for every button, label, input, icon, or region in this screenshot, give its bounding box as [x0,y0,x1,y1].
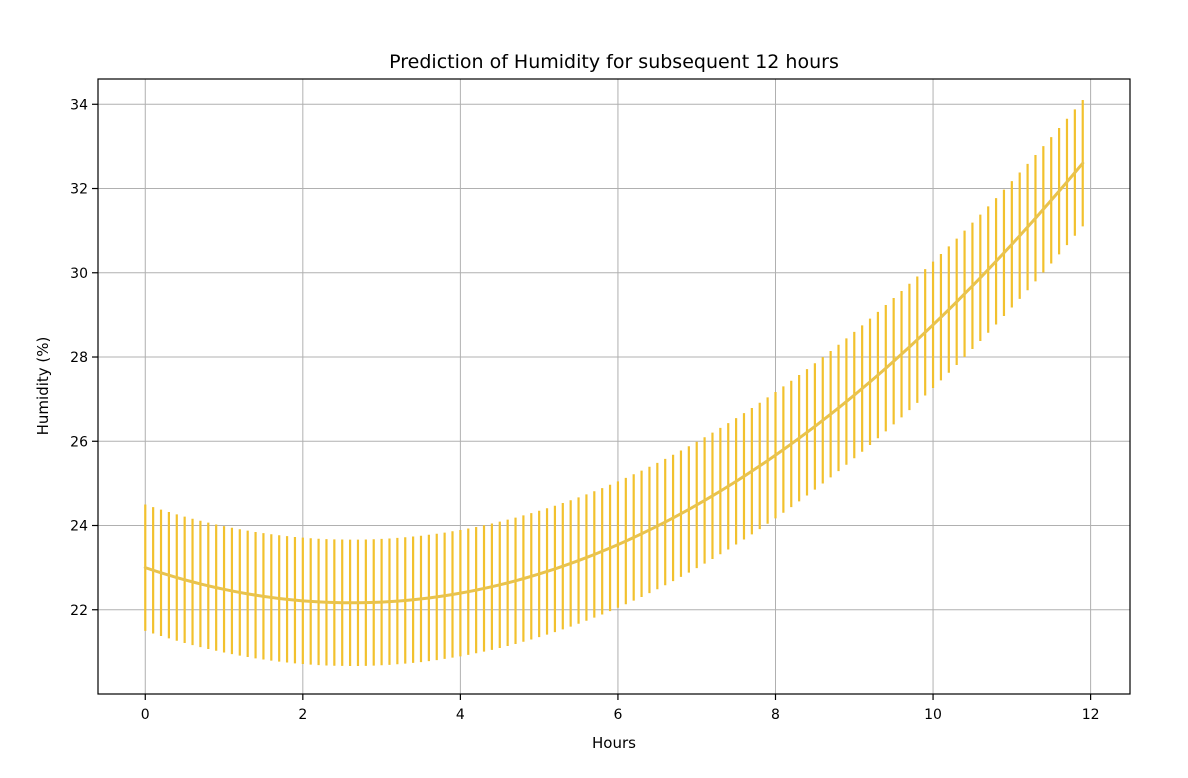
chart-title: Prediction of Humidity for subsequent 12… [389,51,839,73]
y-axis-ticks: 22 24 26 28 30 32 34 [70,97,98,619]
x-tick-label: 12 [1082,707,1100,723]
y-tick-label: 30 [70,266,88,282]
grid [98,79,1130,694]
x-tick-label: 2 [298,707,307,723]
y-tick-label: 24 [70,519,88,535]
x-tick-label: 4 [456,707,465,723]
plot-frame [97,78,1131,695]
y-tick-label: 28 [70,350,88,366]
x-axis-ticks: 0 2 4 6 8 10 12 [141,694,1100,723]
y-tick-label: 22 [70,603,88,619]
y-axis-label: Humidity (%) [34,337,52,436]
y-tick-label: 32 [70,182,88,198]
x-tick-label: 6 [613,707,622,723]
x-axis-label: Hours [592,734,636,752]
y-tick-label: 26 [70,434,88,450]
x-tick-label: 10 [924,707,942,723]
x-tick-label: 8 [771,707,780,723]
series-line [143,161,1085,605]
x-tick-label: 0 [141,707,150,723]
y-tick-label: 34 [70,97,88,113]
error-bars [144,99,1084,666]
